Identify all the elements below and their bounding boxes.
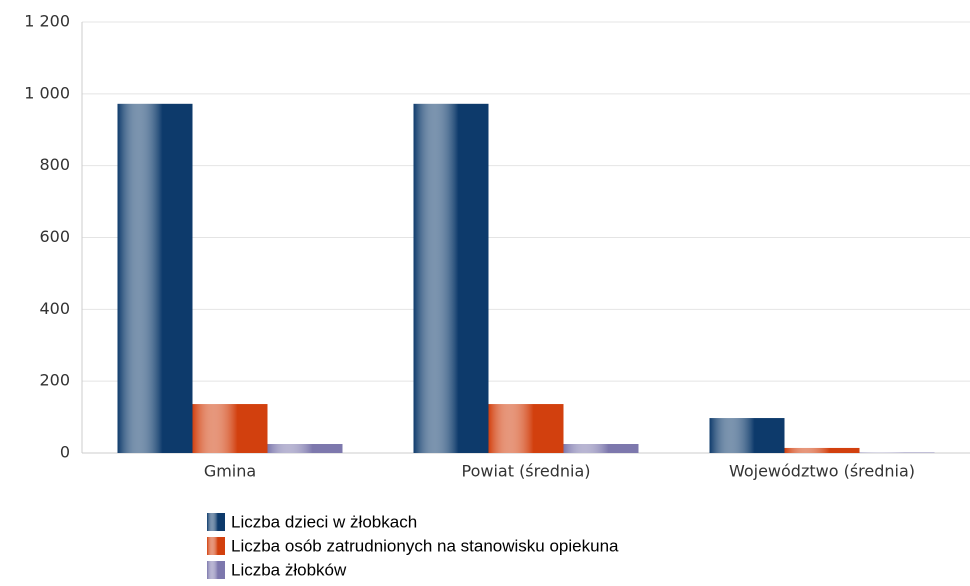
legend-label: Liczba dzieci w żłobkach <box>231 512 417 531</box>
x-tick-label: Gmina <box>204 462 256 481</box>
y-tick-label: 800 <box>39 155 70 174</box>
bar-shade <box>710 418 785 453</box>
y-tick-label: 1 200 <box>24 12 70 31</box>
y-tick-label: 1 000 <box>24 83 70 102</box>
x-tick-label: Powiat (średnia) <box>462 462 591 481</box>
bar-shade <box>489 404 564 453</box>
bar-shade <box>414 104 489 453</box>
bar-shade <box>785 448 860 453</box>
y-tick-label: 0 <box>60 443 70 462</box>
bar-shade <box>268 444 343 453</box>
bar-shade <box>193 404 268 453</box>
legend-swatch-shade <box>207 537 225 555</box>
x-tick-label: Województwo (średnia) <box>729 462 915 481</box>
bar-shade <box>118 104 193 453</box>
legend-swatch-shade <box>207 561 225 579</box>
legend-swatch-shade <box>207 513 225 531</box>
legend-label: Liczba żłobków <box>231 560 347 579</box>
y-tick-label: 600 <box>39 227 70 246</box>
bar-shade <box>564 444 639 453</box>
legend-label: Liczba osób zatrudnionych na stanowisku … <box>231 536 619 555</box>
y-tick-label: 200 <box>39 371 70 390</box>
y-tick-label: 400 <box>39 299 70 318</box>
